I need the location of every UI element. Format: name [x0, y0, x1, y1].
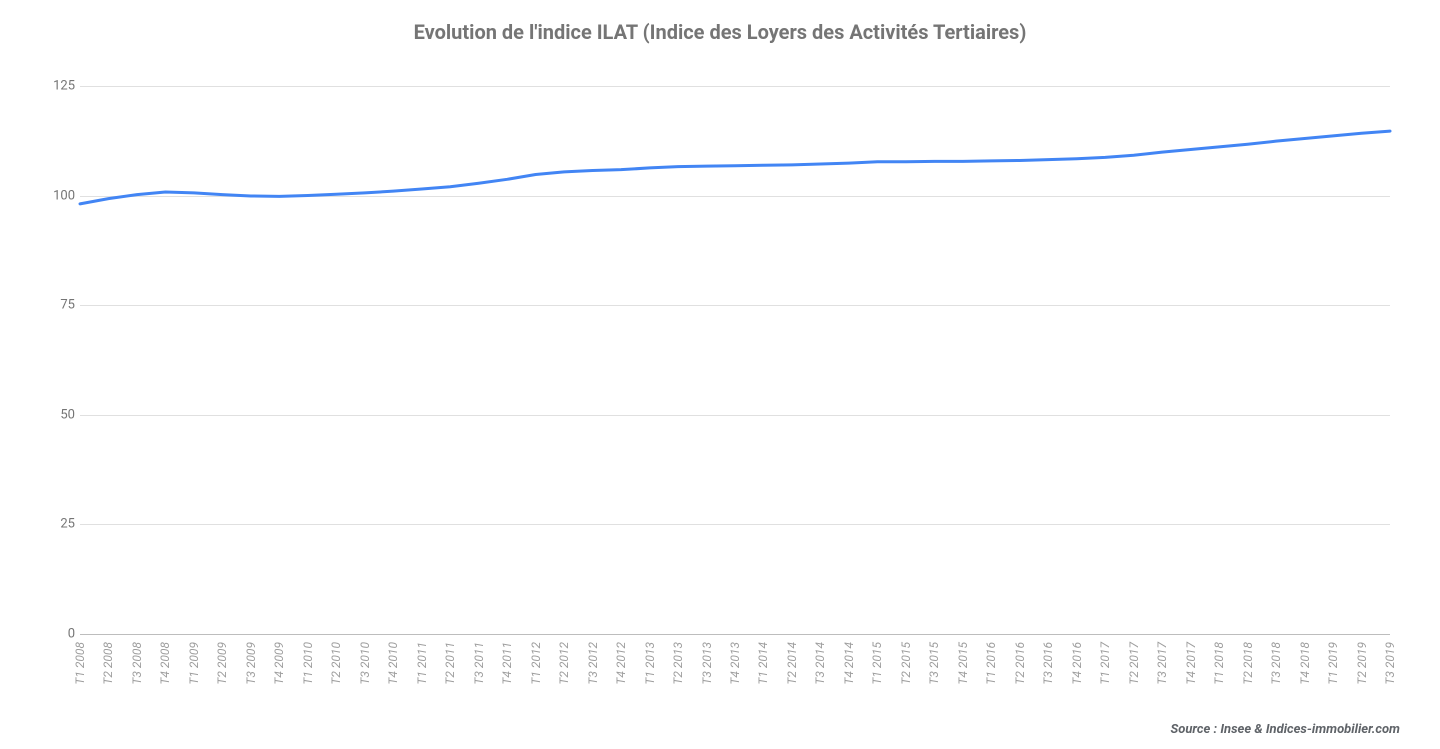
x-tick-label: T4 2009: [272, 642, 286, 685]
x-tick-label: T3 2016: [1041, 642, 1055, 685]
x-tick-label: T2 2017: [1127, 642, 1141, 685]
x-tick-label: T3 2014: [813, 642, 827, 685]
x-tick-label: T2 2015: [899, 642, 913, 685]
x-tick-label: T1 2017: [1098, 642, 1112, 685]
x-tick-label: T2 2011: [443, 642, 457, 685]
x-tick-label: T2 2010: [329, 642, 343, 685]
x-tick-label: T1 2016: [984, 642, 998, 685]
x-tick-label: T3 2012: [586, 642, 600, 685]
y-tick-label: 125: [53, 78, 75, 93]
y-tick-label: 100: [53, 188, 75, 203]
x-tick-label: T1 2014: [756, 642, 770, 685]
x-tick-label: T4 2014: [842, 642, 856, 685]
x-tick-label: T2 2016: [1013, 642, 1027, 685]
x-tick-label: T1 2009: [187, 642, 201, 685]
y-tick-label: 25: [60, 517, 75, 532]
x-tick-label: T3 2018: [1269, 642, 1283, 685]
x-tick-label: T4 2011: [500, 642, 514, 685]
x-tick-label: T2 2019: [1355, 642, 1369, 685]
x-tick-label: T1 2012: [529, 642, 543, 685]
y-tick-label: 0: [68, 627, 75, 642]
x-tick-label: T4 2015: [956, 642, 970, 685]
x-tick-label: T4 2018: [1298, 642, 1312, 685]
x-tick-label: T2 2009: [215, 642, 229, 685]
x-tick-label: T4 2013: [728, 642, 742, 685]
x-tick-label: T4 2012: [614, 642, 628, 685]
x-tick-label: T2 2012: [557, 642, 571, 685]
line-plot-svg: [80, 64, 1390, 634]
y-axis: 0255075100125: [40, 64, 75, 634]
data-line: [80, 131, 1390, 204]
x-tick-label: T2 2013: [671, 642, 685, 685]
x-tick-label: T3 2011: [472, 642, 486, 685]
x-tick-label: T3 2019: [1383, 642, 1397, 685]
x-tick-label: T4 2010: [386, 642, 400, 685]
x-tick-label: T1 2008: [73, 642, 87, 685]
x-tick-label: T3 2017: [1155, 642, 1169, 685]
x-tick-label: T3 2009: [244, 642, 258, 685]
x-tick-label: T4 2017: [1184, 642, 1198, 685]
x-tick-label: T1 2015: [870, 642, 884, 685]
x-tick-label: T1 2018: [1212, 642, 1226, 685]
x-tick-label: T3 2008: [130, 642, 144, 685]
source-attribution: Source : Insee & Indices-immobilier.com: [1170, 722, 1400, 737]
x-tick-label: T2 2014: [785, 642, 799, 685]
x-tick-label: T3 2013: [700, 642, 714, 685]
x-tick-label: T3 2015: [927, 642, 941, 685]
y-tick-label: 50: [60, 407, 75, 422]
x-axis: T1 2008T2 2008T3 2008T4 2008T1 2009T2 20…: [80, 634, 1390, 714]
x-tick-label: T2 2018: [1241, 642, 1255, 685]
x-tick-label: T1 2010: [301, 642, 315, 685]
chart-container: Evolution de l'indice ILAT (Indice des L…: [0, 0, 1440, 749]
chart-title: Evolution de l'indice ILAT (Indice des L…: [40, 20, 1400, 44]
x-tick-label: T2 2008: [101, 642, 115, 685]
x-tick-label: T3 2010: [358, 642, 372, 685]
x-tick-label: T4 2008: [158, 642, 172, 685]
x-tick-label: T1 2019: [1326, 642, 1340, 685]
x-tick-label: T1 2011: [415, 642, 429, 685]
x-tick-label: T4 2016: [1070, 642, 1084, 685]
plot-area: 0255075100125: [80, 64, 1390, 634]
x-tick-label: T1 2013: [643, 642, 657, 685]
y-tick-label: 75: [60, 298, 75, 313]
